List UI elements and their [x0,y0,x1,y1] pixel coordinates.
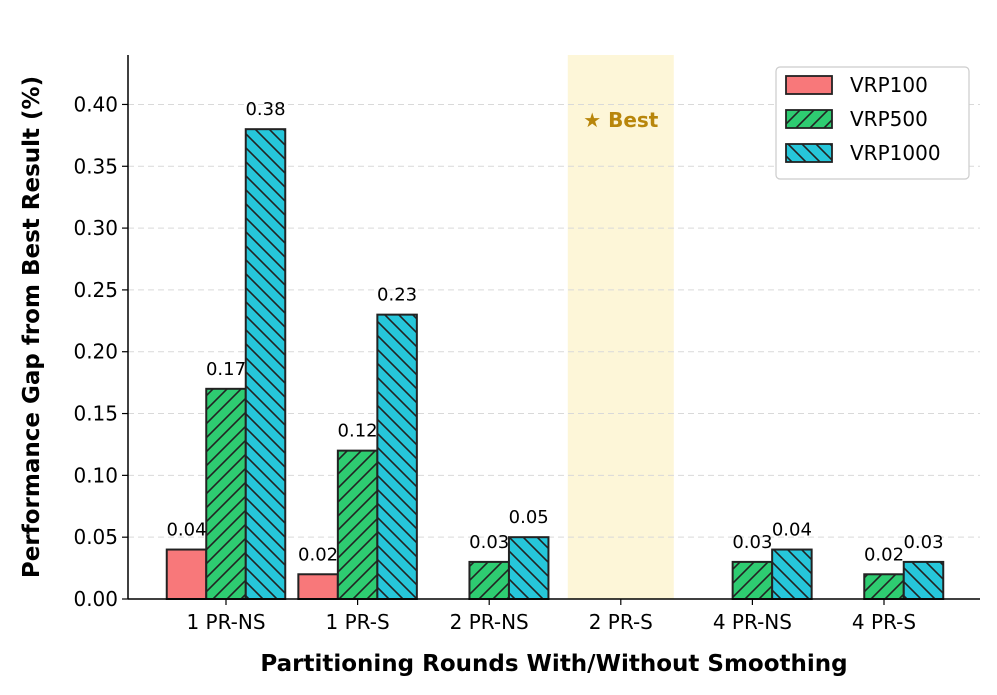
bar-vrp500-1-pr-s [336,449,379,600]
bar-vrp500-4-pr-ns [731,560,774,601]
bar-vrp500-4-pr-s [863,573,905,600]
best-highlight-band [567,55,674,599]
y-tick-label: 0.30 [73,216,118,240]
bar-vrp1000-1-pr-ns [244,128,287,600]
y-tick-label: 0.10 [73,463,118,487]
x-tick-label: 4 PR-S [852,610,916,634]
data-label: 0.03 [732,532,772,553]
y-tick-label: 0.25 [73,278,118,302]
x-tick-label: 4 PR-NS [713,610,792,634]
highlight-label: ★ Best [583,108,659,132]
data-label: 0.05 [509,507,549,528]
bar-vrp100-1-pr-s [297,573,339,600]
x-axis-title: Partitioning Rounds With/Without Smoothi… [260,651,847,677]
data-label: 0.02 [298,544,338,565]
y-tick-label: 0.20 [73,340,118,364]
data-label: 0.17 [206,359,246,380]
bar-vrp500-1-pr-ns [205,387,247,600]
data-label: 0.03 [469,532,509,553]
data-label: 0.04 [166,520,206,541]
legend-label-vrp100: VRP100 [850,73,928,97]
legend: VRP100 VRP500 VRP1000 [775,66,970,180]
bar-vrp1000-2-pr-ns [507,536,550,601]
legend-label-vrp1000: VRP1000 [850,141,941,165]
x-tick-label: 1 PR-S [326,610,390,634]
data-label: 0.38 [245,99,285,120]
y-axis-title: Performance Gap from Best Result (%) [19,76,45,578]
y-tick-label: 0.35 [73,154,118,178]
data-label: 0.02 [864,544,904,565]
y-tick-label: 0.40 [73,92,118,116]
data-label: 0.23 [377,285,417,306]
data-label: 0.03 [903,532,943,553]
legend-swatch-vrp500 [785,109,833,129]
legend-swatch-vrp100 [785,75,833,95]
legend-swatch-vrp1000 [785,143,833,163]
bar-vrp500-2-pr-ns [468,560,510,601]
data-label: 0.12 [338,421,378,442]
bar-vrp1000-1-pr-s [376,313,418,600]
x-tick-label: 2 PR-S [589,610,653,634]
x-tick-label: 2 PR-NS [450,610,529,634]
bar-vrp1000-4-pr-s [902,560,945,601]
y-tick-label: 0.15 [73,402,118,426]
data-label: 0.04 [772,520,812,541]
legend-label-vrp500: VRP500 [850,107,928,131]
x-tick-label: 1 PR-NS [186,610,265,634]
bar-vrp1000-4-pr-ns [771,548,813,601]
bar-vrp100-1-pr-ns [165,548,208,601]
y-tick-label: 0.05 [73,525,118,549]
y-tick-label: 0.00 [73,587,118,611]
